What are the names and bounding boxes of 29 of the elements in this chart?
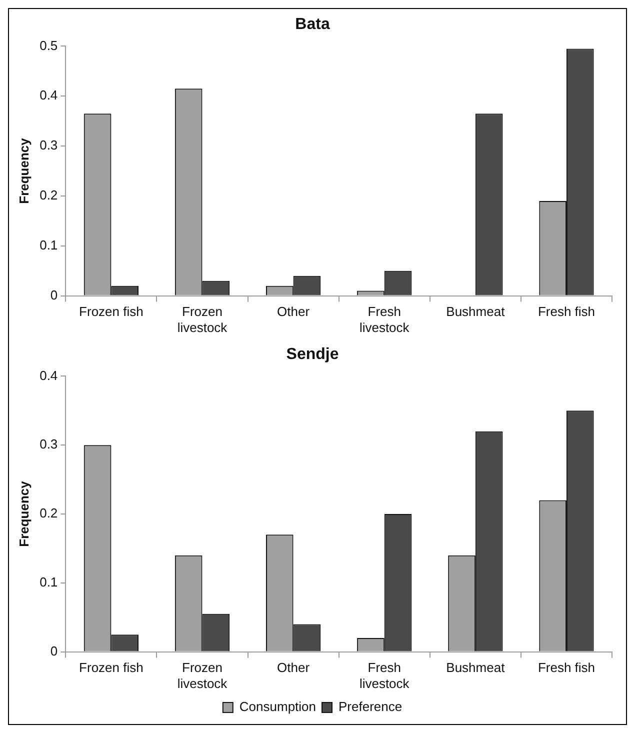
y-tick-label: 0.1	[40, 574, 58, 590]
chart-title: Bata	[295, 16, 330, 34]
x-tick-label: Other	[277, 304, 310, 320]
x-tick-label: Bushmeat	[446, 304, 506, 320]
x-tick-label: Fresh fish	[538, 660, 596, 676]
y-tick-label: 0.2	[40, 506, 58, 521]
y-axis-title: Frequency	[16, 480, 32, 547]
y-tick-label: 0.3	[40, 138, 58, 153]
y-tick-label: 0.5	[40, 38, 58, 53]
y-tick-label: 0.2	[40, 188, 58, 203]
chart-title: Sendje	[286, 346, 339, 364]
x-tick-label: Fresh livestock	[359, 304, 410, 335]
x-tick-label: Frozen fish	[79, 304, 144, 320]
x-tick-label: Frozen fish	[79, 660, 144, 676]
y-tick-label: 0.4	[40, 88, 58, 103]
x-tick-label: Other	[277, 660, 310, 676]
legend-label: Consumption	[239, 699, 316, 714]
x-tick-label: Frozen livestock	[177, 660, 228, 691]
y-axis-title: Frequency	[16, 137, 32, 204]
y-tick-label: 0	[50, 643, 58, 658]
x-tick-label: Bushmeat	[446, 660, 506, 676]
y-tick-label: 0.4	[40, 368, 58, 383]
y-tick-label: 0	[50, 287, 58, 302]
x-tick-label: Frozen livestock	[177, 304, 228, 335]
y-tick-label: 0.1	[40, 237, 58, 252]
x-tick-label: Fresh fish	[538, 304, 596, 320]
y-tick-label: 0.3	[40, 436, 58, 452]
legend-label: Preference	[338, 699, 402, 714]
x-tick-label: Fresh livestock	[359, 660, 410, 691]
